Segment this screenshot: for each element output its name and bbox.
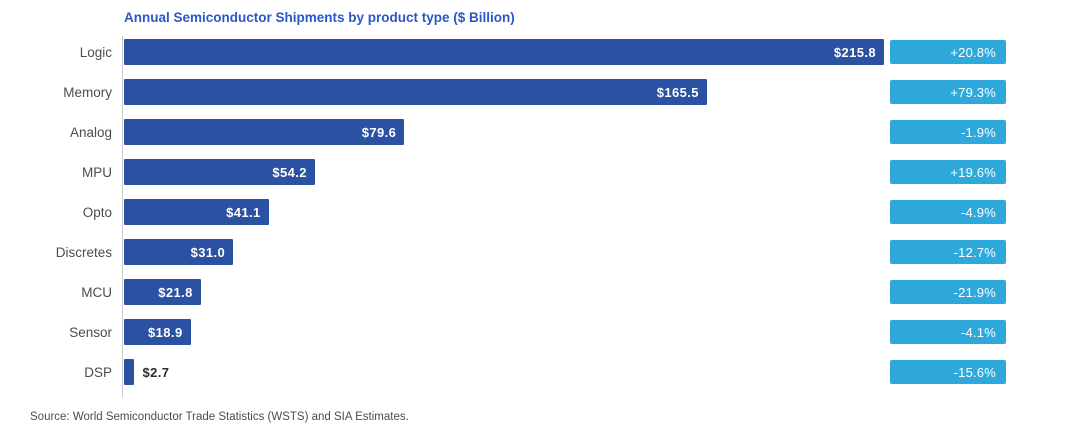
- bar: $41.1: [124, 199, 269, 225]
- bar-value-label: $54.2: [272, 164, 307, 180]
- category-label: DSP: [84, 364, 112, 380]
- bar-cell: $215.8: [124, 39, 890, 65]
- chart-row: Sensor $18.9 -4.1%: [0, 312, 1080, 352]
- bar-value-label: $79.6: [361, 124, 397, 140]
- bar: $2.7: [124, 359, 169, 385]
- bar: $18.9: [124, 319, 191, 345]
- chart-row: DSP $2.7 -15.6%: [0, 352, 1080, 392]
- bar-cell: $2.7: [124, 359, 890, 385]
- change-badge: +19.6%: [890, 160, 1006, 184]
- change-badge: -21.9%: [890, 280, 1006, 304]
- chart-body: Logic $215.8 +20.8% Memory $165.5 +79.3%…: [0, 32, 1080, 397]
- y-axis-line: [122, 36, 123, 397]
- bar-rows-container: Logic $215.8 +20.8% Memory $165.5 +79.3%…: [0, 32, 1080, 392]
- change-badge: +79.3%: [890, 80, 1006, 104]
- category-label: Analog: [69, 124, 112, 140]
- bar-value-label: $21.8: [158, 284, 193, 300]
- bar: $215.8: [124, 39, 884, 65]
- chart-row: Discretes $31.0 -12.7%: [0, 232, 1080, 272]
- bar-value-label: $18.9: [148, 324, 183, 340]
- change-badge: -12.7%: [890, 240, 1006, 264]
- chart-row: Logic $215.8 +20.8%: [0, 32, 1080, 72]
- chart-title: Annual Semiconductor Shipments by produc…: [124, 10, 515, 25]
- change-badge: -4.1%: [890, 320, 1006, 344]
- bar-cell: $21.8: [124, 279, 890, 305]
- change-badge: -15.6%: [890, 360, 1006, 384]
- chart-row: MPU $54.2 +19.6%: [0, 152, 1080, 192]
- bar: $165.5: [124, 79, 707, 105]
- change-badge: -1.9%: [890, 120, 1006, 144]
- category-label: Logic: [79, 44, 112, 60]
- bar-value-label: $31.0: [190, 244, 226, 260]
- bar-cell: $165.5: [124, 79, 890, 105]
- category-label: MCU: [81, 284, 112, 300]
- bar-value-label: $41.1: [226, 204, 261, 220]
- chart-row: Analog $79.6 -1.9%: [0, 112, 1080, 152]
- change-badge: -4.9%: [890, 200, 1006, 224]
- bar: $79.6: [124, 119, 405, 145]
- bar-cell: $54.2: [124, 159, 890, 185]
- bar: $31.0: [124, 239, 234, 265]
- chart-row: Memory $165.5 +79.3%: [0, 72, 1080, 112]
- category-label: Opto: [82, 204, 112, 220]
- bar-value-label: $165.5: [656, 84, 699, 100]
- change-badge: +20.8%: [890, 40, 1006, 64]
- chart-row: MCU $21.8 -21.9%: [0, 272, 1080, 312]
- chart-row: Opto $41.1 -4.9%: [0, 192, 1080, 232]
- source-note: Source: World Semiconductor Trade Statis…: [30, 411, 409, 423]
- bar-cell: $18.9: [124, 319, 890, 345]
- bar-value-label: $215.8: [833, 44, 876, 60]
- category-label: MPU: [82, 164, 112, 180]
- category-label: Sensor: [69, 324, 112, 340]
- bar-value-label: $2.7: [142, 364, 170, 380]
- bar-cell: $79.6: [124, 119, 890, 145]
- bar: $21.8: [124, 279, 201, 305]
- category-label: Memory: [63, 84, 112, 100]
- bar-cell: $31.0: [124, 239, 890, 265]
- bar-cell: $41.1: [124, 199, 890, 225]
- category-label: Discretes: [55, 244, 112, 260]
- bar: $54.2: [124, 159, 315, 185]
